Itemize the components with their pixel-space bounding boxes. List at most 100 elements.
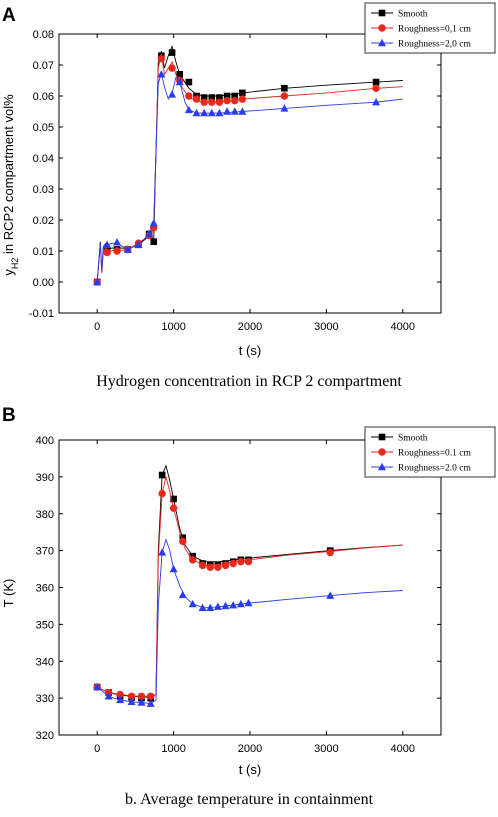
chart-b-x-tick-label: 0 [94, 743, 100, 755]
chart-a-x-tick-label: 0 [94, 321, 100, 333]
chart-a-y-axis-label: yH2 in RCP2 compartment vol% [1, 94, 20, 276]
chart-a-legend-label-2: Roughness=2,0 cm [398, 40, 472, 50]
chart-a-series-1-line [96, 54, 403, 283]
chart-b-legend-label-1: Roughness=0.1 cm [398, 449, 472, 459]
chart-a-series-0-point [216, 94, 223, 101]
chart-b-x-tick-label: 2000 [238, 743, 262, 755]
chart-a-y-tick-label: 0.00 [33, 277, 54, 289]
chart-b-y-tick-label: 350 [36, 619, 54, 631]
chart-a-series-2-point [372, 98, 381, 106]
chart-b-series-2-point [169, 564, 178, 573]
chart-b-series-2-point [221, 601, 230, 610]
chart-a-x-tick-label: 3000 [314, 321, 338, 333]
chart-a-series-1-point [372, 84, 380, 92]
chart-a-series-2-point [175, 77, 184, 86]
chart-a-y-tick-label: 0.03 [33, 184, 54, 196]
chart-a-y-tick-label: 0.05 [33, 122, 54, 134]
chart-b-series-1-line [97, 476, 403, 697]
chart-a-ylabel-main: y [1, 269, 16, 276]
chart-a-x-tick-label: 4000 [391, 321, 415, 333]
chart-a-series-2-point [149, 218, 158, 227]
chart-a-series-0-point [185, 78, 193, 86]
chart-a-series-0-point [239, 89, 246, 97]
chart-b-series-1-point [326, 548, 334, 557]
chart-a-series-0-point [200, 94, 208, 101]
chart-a-series-2-point [230, 107, 239, 115]
chart-a-x-tick-label: 1000 [161, 321, 185, 333]
chart-a-series-2-point [123, 245, 132, 253]
chart-b-series-2-point [146, 699, 155, 707]
caption-a: Hydrogen concentration in RCP 2 compartm… [96, 373, 402, 390]
chart-a-series-1-point [280, 92, 289, 100]
chart-b-series-2-point [229, 601, 238, 609]
chart-b-x-tick-label: 3000 [314, 743, 338, 755]
chart-b-series-0-point [158, 471, 166, 479]
chart-a-legend-marker-0 [378, 9, 386, 17]
chart-b-series-1-point [198, 561, 207, 570]
chart-b-series-1-point [221, 561, 230, 570]
chart-a-y-tick-label: 0.08 [33, 29, 54, 41]
chart-a-series-2-point [192, 108, 201, 117]
chart-b-series-2-point [236, 599, 245, 608]
chart-b-series-2-point [127, 697, 136, 706]
chart-b-series-0-point [170, 495, 177, 503]
chart-a-series-0-point [208, 94, 216, 101]
chart-b-series-1-point [169, 504, 178, 512]
chart-a-ylabel-subscript: H2 [10, 258, 20, 270]
chart-a-series-1-point [168, 64, 176, 72]
chart-b-series-2-point [244, 598, 253, 607]
chart-a-series-0-point [150, 238, 158, 245]
chart-b-series-1-point [146, 692, 155, 700]
chart-a-legend-marker-1 [378, 24, 386, 32]
chart-a-x-tick-label: 2000 [238, 321, 262, 333]
chart-a-series-1-point [238, 95, 247, 103]
chart-b-series-2-point [158, 548, 167, 556]
chart-a-series-2-point [134, 240, 143, 248]
chart-b-series-1-point [158, 489, 166, 498]
chart-a-plot-frame [58, 33, 442, 314]
chart-b-y-tick-label: 380 [36, 509, 54, 521]
chart-a-series-2-point [168, 90, 177, 98]
chart-b-series-2-point [326, 591, 335, 599]
chart-b-series-1-point [237, 557, 245, 566]
chart-a-series-1-point [113, 247, 121, 255]
panel-b-letter: B [2, 405, 16, 426]
chart-b-legend-label-0: Smooth [398, 434, 428, 444]
chart-b-series-2-point [213, 602, 222, 610]
chart-b-series-1-point [137, 692, 146, 700]
chart-a-series-2-point [280, 104, 289, 112]
chart-a-series-2-point [103, 240, 112, 248]
chart-a-legend: Smooth Roughness=0,1 cm Roughness=2,0 cm [364, 2, 496, 54]
chart-a-series-2-point [113, 238, 122, 246]
chart-a-series-2-point [145, 229, 154, 238]
chart-a-series-0-point [372, 78, 380, 86]
chart-b-x-tick-label: 1000 [161, 743, 185, 755]
chart-b-legend-marker-1 [378, 448, 386, 456]
chart-a-series-1-point [208, 98, 216, 106]
chart-a-series-2-point [207, 108, 216, 117]
chart-b-y-tick-label: 390 [36, 472, 54, 484]
chart-b-series-1-point [244, 557, 253, 566]
chart-b-y-tick-label: 320 [36, 730, 54, 742]
chart-a-legend-label-1: Roughness=0,1 cm [398, 25, 472, 35]
chart-b-series-1-point [206, 563, 214, 571]
chart-a-y-tick-label: 0.02 [33, 215, 54, 227]
chart-b-series-1-point [179, 537, 187, 546]
chart-b-x-axis-label: t (s) [239, 762, 261, 777]
chart-a-series-2-line [96, 72, 403, 283]
caption-b: b. Average temperature in containment [124, 791, 374, 808]
chart-b-series-1-point [229, 559, 237, 568]
chart-a-y-tick-label: 0.01 [33, 246, 54, 258]
chart-b-series-2-point [116, 695, 125, 704]
chart-a-series-0-point [168, 49, 176, 56]
chart-a-y-tick-label: 0.06 [33, 91, 54, 103]
chart-b-series-2-point [93, 682, 102, 691]
chart-a-series-0-line [96, 44, 403, 283]
chart-a-series-0-point [231, 92, 239, 100]
chart-b-series-1-point [127, 692, 136, 700]
chart-b-plot-frame [58, 439, 442, 736]
chart-a-series-1-point [231, 96, 239, 105]
chart-a-legend-marker-2 [378, 38, 386, 47]
